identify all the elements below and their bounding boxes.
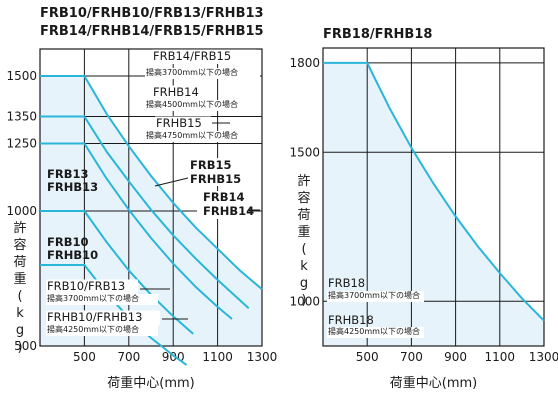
label-backdrop xyxy=(155,116,211,131)
label-backdrop xyxy=(152,49,256,64)
y-tick-label: 500 xyxy=(14,339,37,353)
x-tick-label: 700 xyxy=(400,350,423,364)
annotation-a-frhb13: FRHB13 xyxy=(47,180,98,194)
annotation-a-frhb14b: FRHB14 xyxy=(203,204,254,218)
annotation-b-frb18-note: 揚高3700mm以下の場合 xyxy=(328,290,420,300)
label-backdrop xyxy=(145,68,260,79)
annotation-b-frb18: FRB18 xyxy=(328,276,365,290)
annotation-a-frb10-13-note: 揚高3700mm以下の場合 xyxy=(47,293,139,303)
annotation-b-frhb18: FRHB18 xyxy=(328,313,374,327)
x-tick-label: 500 xyxy=(73,350,96,364)
annotation-a-frb14-15-note: 揚高3700mm以下の場合 xyxy=(146,67,238,77)
annotation-a-frhb15: FRHB15 xyxy=(156,116,202,130)
x-axis-title: 荷重中心(mm) xyxy=(107,375,194,391)
annotation-a-frhb14: FRHB14 xyxy=(153,85,199,99)
annotation-a-frhb15b: FRHB15 xyxy=(190,172,241,186)
leader-line xyxy=(154,177,189,187)
label-backdrop xyxy=(197,191,247,219)
capacity-area xyxy=(323,62,544,347)
label-backdrop xyxy=(327,291,424,302)
annotation-a-frhb10-13-note: 揚高4250mm以下の場合 xyxy=(47,324,139,334)
chart-1: FRB10/FRHB10/FRB13/FRHB13 FRB14/FRHB14/FR… xyxy=(6,6,277,391)
y-tick-label: 1500 xyxy=(289,145,320,159)
series-line-3 xyxy=(40,142,233,320)
x-tick-label: 1100 xyxy=(202,350,233,364)
y-tick-label: 1500 xyxy=(6,69,37,83)
label-backdrop xyxy=(46,294,158,305)
annotation-a-frhb14-note: 揚高4500mm以下の場合 xyxy=(146,99,238,109)
annotation-a-frb14: FRB14 xyxy=(203,190,244,204)
y-tick-label: 1000 xyxy=(289,294,320,308)
annotation-a-frb10-13: FRB10/FRB13 xyxy=(47,279,125,293)
x-tick-label: 700 xyxy=(117,350,140,364)
chart-title: FRB18/FRHB18 xyxy=(323,27,432,42)
annotation-a-frhb10: FRHB10 xyxy=(47,248,98,262)
x-tick-label: 500 xyxy=(356,350,379,364)
annotation-a-frhb10-13: FRHB10/FRHB13 xyxy=(47,310,142,324)
y-tick-label: 1350 xyxy=(6,110,37,124)
label-backdrop xyxy=(46,325,158,336)
plot-frame xyxy=(39,48,263,347)
annotation-a-frb10: FRB10 xyxy=(47,235,88,249)
x-axis-title: 荷重中心(mm) xyxy=(390,375,477,391)
label-backdrop xyxy=(145,100,260,111)
annotation-a-frb13: FRB13 xyxy=(47,167,88,181)
chart-2: FRB18/FRHB18 500 700 900 1100 1300 1000 1500 180… xyxy=(289,27,558,391)
series-line-2 xyxy=(40,115,250,309)
label-backdrop xyxy=(46,279,138,294)
label-backdrop xyxy=(186,158,232,186)
series-line-1 xyxy=(40,75,263,291)
annotation-a-frb14-15: FRB14/FRB15 xyxy=(153,49,231,63)
y-axis-title: 許容荷重(k g) xyxy=(13,221,26,355)
y-tick-label: 1250 xyxy=(6,137,37,151)
x-tick-label: 900 xyxy=(444,350,467,364)
annotation-a-frb15: FRB15 xyxy=(190,158,231,172)
label-backdrop xyxy=(46,310,160,325)
plot-frame xyxy=(322,47,545,347)
x-tick-label: 1100 xyxy=(485,350,516,364)
x-tick-label: 1300 xyxy=(529,350,558,364)
label-backdrop xyxy=(152,85,210,100)
x-tick-label: 1300 xyxy=(247,350,278,364)
series-line-4 xyxy=(40,210,194,335)
y-axis-title: 許容荷重(k g) xyxy=(297,174,310,308)
y-tick-label: 1800 xyxy=(289,56,320,70)
label-backdrop xyxy=(327,327,424,338)
y-tick-label: 1000 xyxy=(6,204,37,218)
annotation-b-frhb18-note: 揚高4250mm以下の場合 xyxy=(328,326,420,336)
chart-title: FRB14/FRHB14/FRB15/FRHB15 xyxy=(40,24,264,39)
annotation-a-frhb15-note: 揚高4750mm以下の場合 xyxy=(146,130,238,140)
series-line-1 xyxy=(323,61,545,322)
label-backdrop xyxy=(145,131,260,142)
chart-title: FRB10/FRHB10/FRB13/FRHB13 xyxy=(40,6,264,21)
